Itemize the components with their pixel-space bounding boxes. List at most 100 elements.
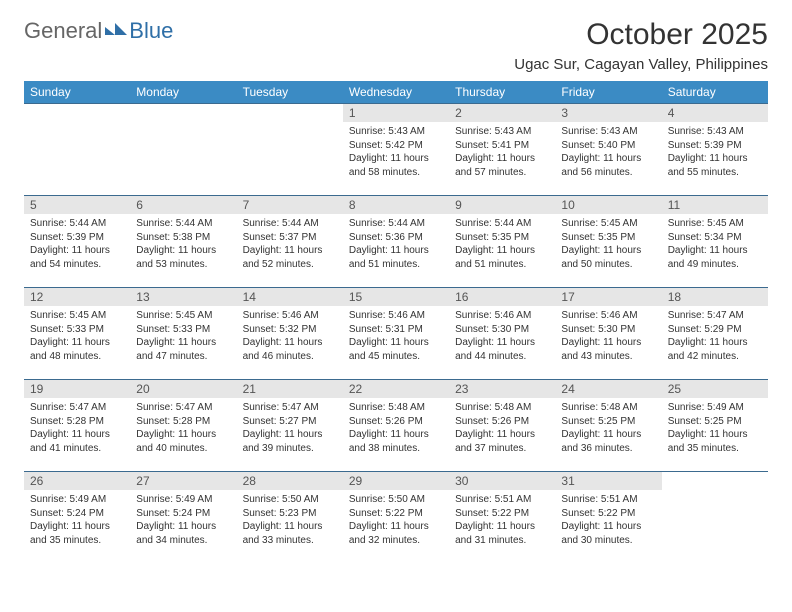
day-number: 19 xyxy=(24,380,130,398)
calendar-cell: 21 Sunrise: 5:47 AMSunset: 5:27 PMDayligh… xyxy=(237,380,343,472)
day-details: Sunrise: 5:43 AMSunset: 5:41 PMDaylight:… xyxy=(449,122,555,183)
day-number: 18 xyxy=(662,288,768,306)
sunset-line: Sunset: 5:35 PM xyxy=(455,231,549,245)
sunrise-line: Sunrise: 5:43 AM xyxy=(455,125,549,139)
day-number: 25 xyxy=(662,380,768,398)
calendar-cell: 2Sunrise: 5:43 AMSunset: 5:41 PMDaylight… xyxy=(449,104,555,196)
day-number: 30 xyxy=(449,472,555,490)
day-details: Sunrise: 5:44 AMSunset: 5:37 PMDaylight:… xyxy=(237,214,343,275)
daylight-line: Daylight: 11 hours and 32 minutes. xyxy=(349,520,443,547)
calendar-cell: 11Sunrise: 5:45 AMSunset: 5:34 PMDayligh… xyxy=(662,196,768,288)
sunset-line: Sunset: 5:24 PM xyxy=(30,507,124,521)
day-number: 16 xyxy=(449,288,555,306)
sunrise-line: Sunrise: 5:45 AM xyxy=(30,309,124,323)
calendar-page: General Blue October 2025 Ugac Sur, Caga… xyxy=(0,0,792,582)
day-details: Sunrise: 5:48 AMSunset: 5:26 PMDaylight:… xyxy=(449,398,555,459)
day-number: 2 xyxy=(449,104,555,122)
sunrise-line: Sunrise: 5:51 AM xyxy=(455,493,549,507)
sunrise-line: Sunrise: 5:45 AM xyxy=(136,309,230,323)
month-title: October 2025 xyxy=(514,18,768,52)
calendar-cell: 12Sunrise: 5:45 AMSunset: 5:33 PMDayligh… xyxy=(24,288,130,380)
daylight-line: Daylight: 11 hours and 42 minutes. xyxy=(668,336,762,363)
day-details: Sunrise: 5:46 AMSunset: 5:30 PMDaylight:… xyxy=(449,306,555,367)
day-number: 26 xyxy=(24,472,130,490)
calendar-cell xyxy=(24,104,130,196)
day-header-sunday: Sunday xyxy=(24,81,130,104)
day-details: Sunrise: 5:45 AMSunset: 5:34 PMDaylight:… xyxy=(662,214,768,275)
day-number: 13 xyxy=(130,288,236,306)
day-details: Sunrise: 5:43 AMSunset: 5:40 PMDaylight:… xyxy=(555,122,661,183)
sunrise-line: Sunrise: 5:43 AM xyxy=(561,125,655,139)
sunset-line: Sunset: 5:23 PM xyxy=(243,507,337,521)
calendar-cell: 29Sunrise: 5:50 AMSunset: 5:22 PMDayligh… xyxy=(343,472,449,564)
day-details: Sunrise: 5:46 AMSunset: 5:31 PMDaylight:… xyxy=(343,306,449,367)
sunset-line: Sunset: 5:31 PM xyxy=(349,323,443,337)
sunrise-line: Sunrise: 5:46 AM xyxy=(243,309,337,323)
day-number: 31 xyxy=(555,472,661,490)
day-number: 9 xyxy=(449,196,555,214)
day-number: 12 xyxy=(24,288,130,306)
day-number: 21 xyxy=(237,380,343,398)
calendar-cell: 14Sunrise: 5:46 AMSunset: 5:32 PMDayligh… xyxy=(237,288,343,380)
sunset-line: Sunset: 5:25 PM xyxy=(668,415,762,429)
sunset-line: Sunset: 5:24 PM xyxy=(136,507,230,521)
calendar-cell: 3Sunrise: 5:43 AMSunset: 5:40 PMDaylight… xyxy=(555,104,661,196)
daylight-line: Daylight: 11 hours and 39 minutes. xyxy=(243,428,337,455)
day-number: 5 xyxy=(24,196,130,214)
day-number: 23 xyxy=(449,380,555,398)
logo-text-left: General xyxy=(24,18,102,44)
day-details: Sunrise: 5:47 AMSunset: 5:28 PMDaylight:… xyxy=(24,398,130,459)
sunrise-line: Sunrise: 5:47 AM xyxy=(30,401,124,415)
calendar-cell xyxy=(237,104,343,196)
sunset-line: Sunset: 5:39 PM xyxy=(668,139,762,153)
day-details: Sunrise: 5:46 AMSunset: 5:32 PMDaylight:… xyxy=(237,306,343,367)
calendar-cell: 25 Sunrise: 5:49 AMSunset: 5:25 PMDayligh… xyxy=(662,380,768,472)
day-number: 15 xyxy=(343,288,449,306)
sunrise-line: Sunrise: 5:47 AM xyxy=(243,401,337,415)
calendar-cell: 24Sunrise: 5:48 AMSunset: 5:25 PMDayligh… xyxy=(555,380,661,472)
calendar-cell: 5Sunrise: 5:44 AMSunset: 5:39 PMDaylight… xyxy=(24,196,130,288)
day-details: Sunrise: 5:47 AMSunset: 5:28 PMDaylight:… xyxy=(130,398,236,459)
sunset-line: Sunset: 5:27 PM xyxy=(243,415,337,429)
daylight-line: Daylight: 11 hours and 30 minutes. xyxy=(561,520,655,547)
sunset-line: Sunset: 5:33 PM xyxy=(30,323,124,337)
calendar-cell: 10Sunrise: 5:45 AMSunset: 5:35 PMDayligh… xyxy=(555,196,661,288)
daylight-line: Daylight: 11 hours and 35 minutes. xyxy=(668,428,762,455)
calendar-cell: 1Sunrise: 5:43 AMSunset: 5:42 PMDaylight… xyxy=(343,104,449,196)
sunset-line: Sunset: 5:32 PM xyxy=(243,323,337,337)
daylight-line: Daylight: 11 hours and 57 minutes. xyxy=(455,152,549,179)
daylight-line: Daylight: 11 hours and 34 minutes. xyxy=(136,520,230,547)
sunset-line: Sunset: 5:34 PM xyxy=(668,231,762,245)
week-row: 12Sunrise: 5:45 AMSunset: 5:33 PMDayligh… xyxy=(24,288,768,380)
sunrise-line: Sunrise: 5:43 AM xyxy=(349,125,443,139)
day-number: 8 xyxy=(343,196,449,214)
day-number: 24 xyxy=(555,380,661,398)
calendar-tbody: 1Sunrise: 5:43 AMSunset: 5:42 PMDaylight… xyxy=(24,104,768,564)
calendar-cell: 23Sunrise: 5:48 AMSunset: 5:26 PMDayligh… xyxy=(449,380,555,472)
daylight-line: Daylight: 11 hours and 53 minutes. xyxy=(136,244,230,271)
day-number: 10 xyxy=(555,196,661,214)
sunrise-line: Sunrise: 5:46 AM xyxy=(561,309,655,323)
sunrise-line: Sunrise: 5:49 AM xyxy=(668,401,762,415)
day-details: Sunrise: 5:47 AMSunset: 5:29 PMDaylight:… xyxy=(662,306,768,367)
day-number: 17 xyxy=(555,288,661,306)
sunrise-line: Sunrise: 5:49 AM xyxy=(30,493,124,507)
calendar-cell: 20Sunrise: 5:47 AMSunset: 5:28 PMDayligh… xyxy=(130,380,236,472)
daylight-line: Daylight: 11 hours and 35 minutes. xyxy=(30,520,124,547)
day-details: Sunrise: 5:44 AMSunset: 5:38 PMDaylight:… xyxy=(130,214,236,275)
location-label: Ugac Sur, Cagayan Valley, Philippines xyxy=(514,56,768,73)
sunset-line: Sunset: 5:22 PM xyxy=(349,507,443,521)
calendar-cell: 31Sunrise: 5:51 AMSunset: 5:22 PMDayligh… xyxy=(555,472,661,564)
daylight-line: Daylight: 11 hours and 54 minutes. xyxy=(30,244,124,271)
calendar-table: SundayMondayTuesdayWednesdayThursdayFrid… xyxy=(24,81,768,564)
day-details: Sunrise: 5:49 AMSunset: 5:24 PMDaylight:… xyxy=(130,490,236,551)
day-number: 6 xyxy=(130,196,236,214)
sunset-line: Sunset: 5:22 PM xyxy=(561,507,655,521)
day-header-monday: Monday xyxy=(130,81,236,104)
day-header-row: SundayMondayTuesdayWednesdayThursdayFrid… xyxy=(24,81,768,104)
sunset-line: Sunset: 5:30 PM xyxy=(455,323,549,337)
daylight-line: Daylight: 11 hours and 49 minutes. xyxy=(668,244,762,271)
day-number: 3 xyxy=(555,104,661,122)
day-number: 14 xyxy=(237,288,343,306)
day-header-wednesday: Wednesday xyxy=(343,81,449,104)
